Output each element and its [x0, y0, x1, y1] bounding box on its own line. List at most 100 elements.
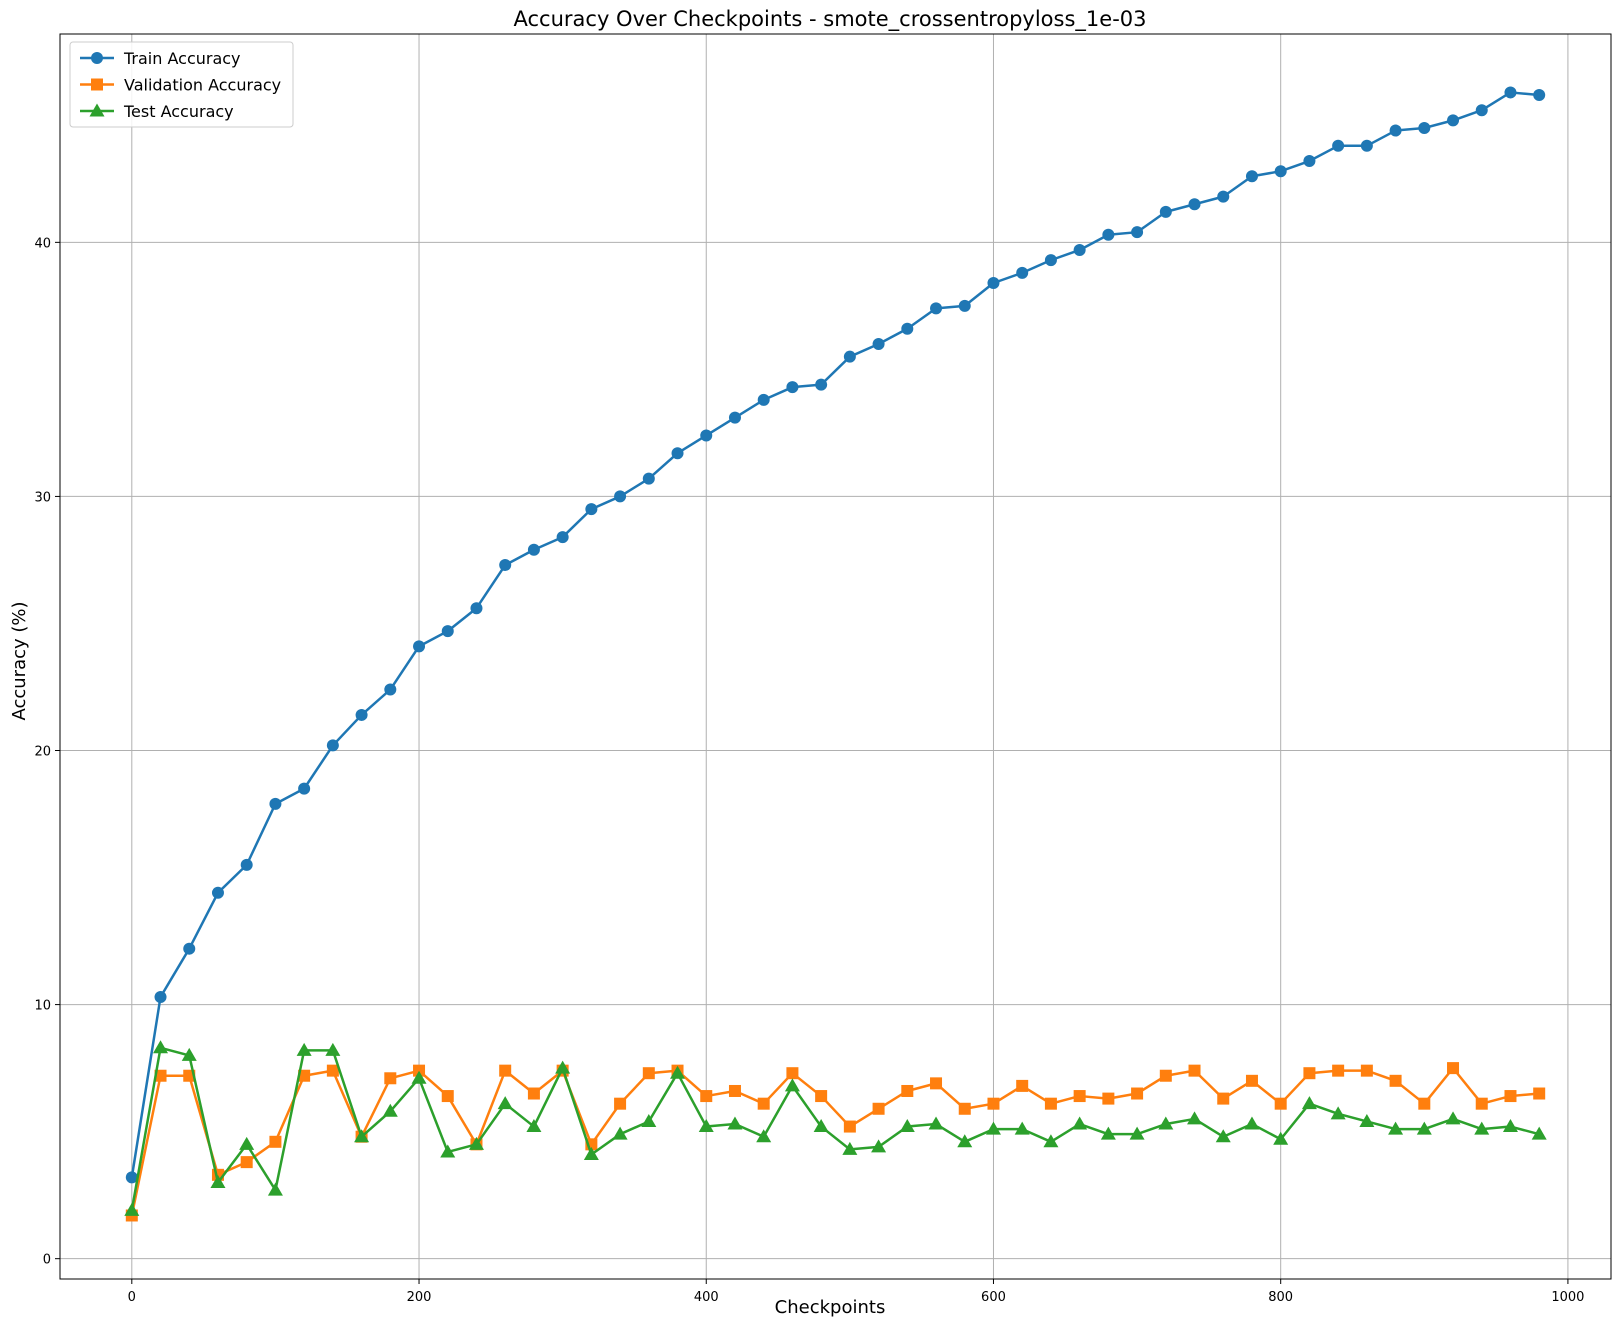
data-point: [1332, 1064, 1345, 1077]
y-tick-label: 30: [34, 490, 51, 505]
data-point: [1102, 1092, 1115, 1105]
data-point: [1188, 198, 1201, 211]
data-point: [1274, 165, 1287, 178]
data-point: [614, 490, 627, 503]
data-point: [958, 299, 971, 312]
data-point: [1217, 190, 1230, 203]
data-point: [757, 393, 770, 406]
x-tick-label: 1000: [1551, 1290, 1584, 1305]
data-point: [957, 1134, 973, 1148]
data-point: [1274, 1097, 1287, 1110]
data-point: [1044, 254, 1057, 267]
data-point: [612, 1126, 628, 1140]
data-point: [1504, 1090, 1517, 1103]
legend-marker: [91, 78, 103, 91]
data-point: [728, 1084, 741, 1097]
data-point: [899, 1119, 915, 1133]
data-point: [1360, 139, 1373, 152]
x-axis-label: Checkpoints: [775, 1297, 886, 1318]
x-axis-ticks: 0 200 400 600 800 1000: [128, 1279, 1584, 1305]
data-point: [499, 559, 512, 572]
grid-lines: [60, 34, 1611, 1279]
data-point: [1445, 1111, 1461, 1125]
data-point: [440, 1144, 456, 1158]
data-point: [842, 1141, 858, 1155]
data-point: [1072, 1116, 1088, 1130]
data-point: [527, 543, 540, 556]
data-point: [384, 1072, 397, 1085]
data-point: [296, 1042, 312, 1056]
data-point: [1016, 266, 1029, 279]
data-point: [1475, 1097, 1488, 1110]
data-point: [1474, 1121, 1490, 1135]
data-point: [154, 990, 167, 1003]
data-point: [1447, 114, 1460, 127]
data-point: [411, 1070, 427, 1084]
data-point: [1187, 1111, 1203, 1125]
data-point: [786, 1067, 799, 1080]
data-point: [181, 1047, 197, 1061]
data-point: [526, 1119, 542, 1133]
data-point: [642, 472, 655, 485]
y-tick-label: 0: [43, 1253, 51, 1268]
data-point: [1359, 1113, 1375, 1127]
plot-frame: [59, 33, 1612, 1280]
legend-item: Validation Accuracy: [80, 76, 281, 95]
data-point: [326, 1064, 339, 1077]
x-tick-label: 200: [407, 1290, 432, 1305]
data-point: [1504, 86, 1517, 99]
data-point: [239, 1136, 255, 1150]
data-point: [756, 1129, 772, 1143]
data-point: [153, 1040, 169, 1054]
data-point: [1303, 155, 1316, 168]
data-point: [1129, 1126, 1145, 1140]
data-point: [382, 1103, 398, 1117]
legend-label: Train Accuracy: [123, 49, 241, 68]
data-point: [1131, 226, 1144, 239]
data-point: [326, 739, 339, 752]
data-point: [700, 429, 713, 442]
data-point: [901, 1084, 914, 1097]
data-point: [240, 1156, 253, 1169]
legend-label: Validation Accuracy: [124, 76, 281, 95]
data-point: [642, 1067, 655, 1080]
data-point: [784, 1078, 800, 1092]
data-point: [901, 322, 914, 335]
y-tick-label: 20: [34, 745, 51, 760]
data-point: [1330, 1106, 1346, 1120]
x-tick-label: 0: [128, 1290, 136, 1305]
data-point: [1073, 243, 1086, 256]
data-point: [1301, 1096, 1317, 1110]
data-point: [354, 1129, 370, 1143]
data-point: [240, 858, 253, 871]
data-point: [555, 1060, 571, 1074]
data-point: [987, 1097, 1000, 1110]
data-point: [583, 1147, 599, 1160]
data-point: [269, 1135, 282, 1148]
data-point: [1418, 1097, 1431, 1110]
data-point: [1073, 1090, 1086, 1103]
data-point: [698, 1119, 714, 1133]
data-point: [1100, 1126, 1116, 1140]
data-point: [1159, 1069, 1172, 1082]
data-point: [872, 1102, 885, 1115]
data-point: [1102, 228, 1115, 241]
data-point: [499, 1064, 512, 1077]
legend-marker: [91, 52, 103, 64]
data-point: [843, 1120, 856, 1133]
legend-item: Train Accuracy: [80, 49, 241, 68]
data-point: [1303, 1067, 1316, 1080]
data-point: [384, 683, 397, 696]
data-point: [355, 708, 368, 721]
series-test-accuracy: [124, 1040, 1547, 1216]
data-point: [670, 1065, 686, 1079]
x-tick-label: 800: [1268, 1290, 1293, 1305]
data-point: [757, 1097, 770, 1110]
legend-item: Test Accuracy: [80, 102, 234, 121]
data-point: [1245, 170, 1258, 183]
legend-box: [69, 41, 294, 128]
data-point: [210, 1174, 226, 1188]
data-point: [1418, 122, 1431, 135]
